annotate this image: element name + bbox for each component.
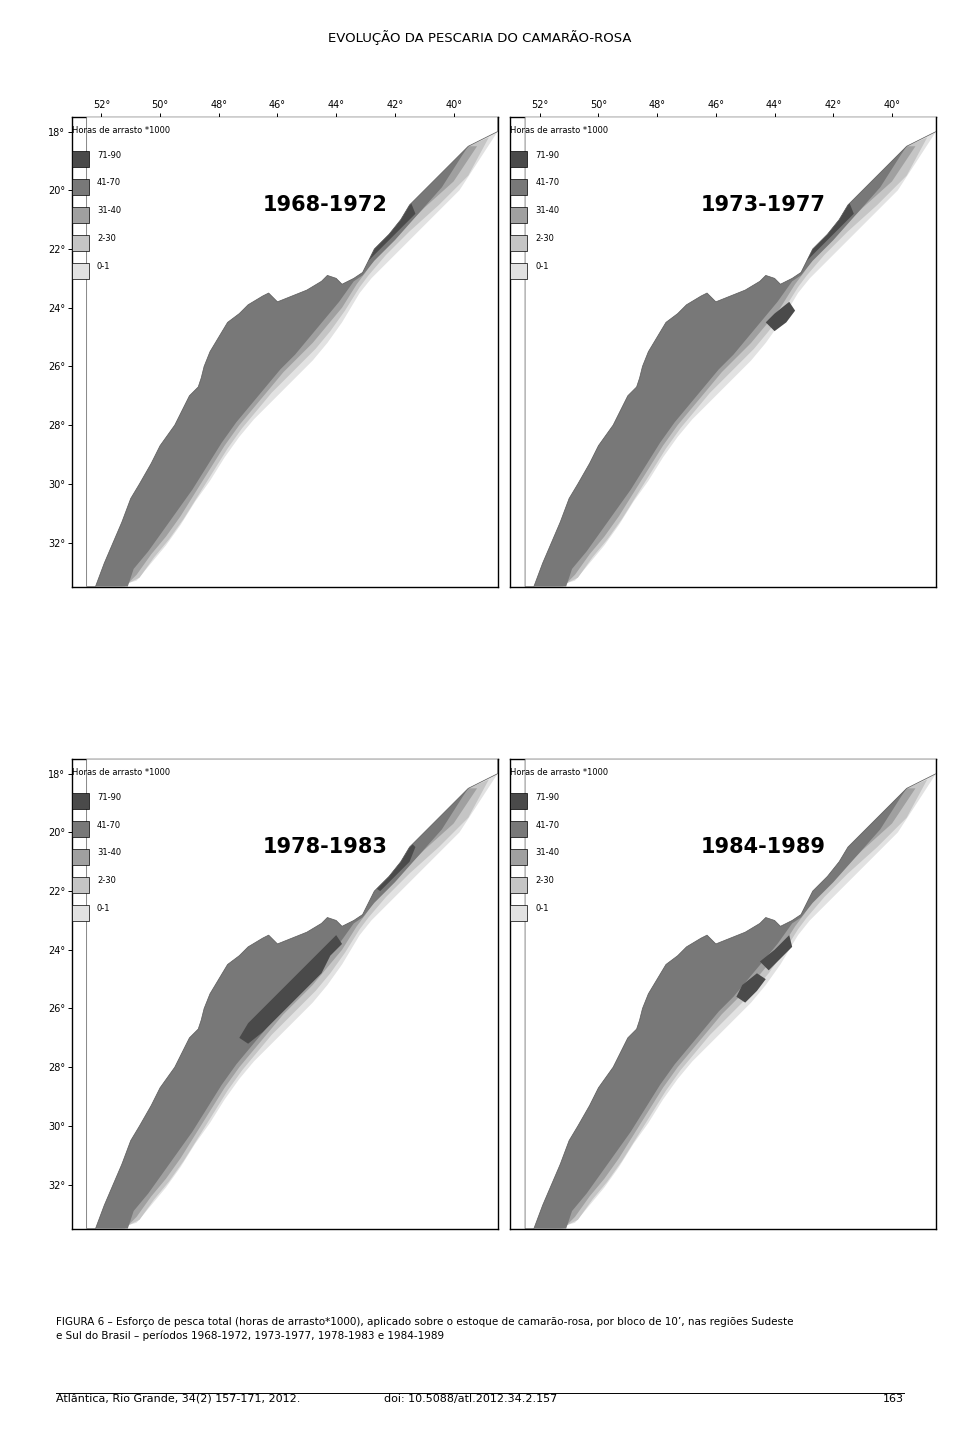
- Text: 71-90: 71-90: [536, 151, 560, 159]
- Polygon shape: [239, 935, 342, 1044]
- Bar: [511, 849, 527, 866]
- Text: 31-40: 31-40: [97, 849, 121, 857]
- Polygon shape: [372, 841, 416, 892]
- Polygon shape: [534, 774, 936, 1229]
- Polygon shape: [736, 974, 766, 1002]
- Polygon shape: [95, 146, 468, 586]
- Bar: [511, 793, 527, 810]
- Text: 0-1: 0-1: [536, 905, 549, 913]
- Text: 71-90: 71-90: [97, 151, 121, 159]
- Text: Horas de arrasto *1000: Horas de arrasto *1000: [511, 125, 609, 135]
- Bar: [72, 207, 89, 223]
- Text: Horas de arrasto *1000: Horas de arrasto *1000: [72, 768, 170, 777]
- Polygon shape: [95, 780, 489, 1229]
- Text: 1978-1983: 1978-1983: [263, 837, 388, 857]
- Bar: [511, 180, 527, 195]
- Bar: [511, 151, 527, 168]
- Polygon shape: [86, 760, 497, 1229]
- Text: Horas de arrasto *1000: Horas de arrasto *1000: [72, 125, 170, 135]
- Bar: [72, 793, 89, 810]
- Text: 0-1: 0-1: [97, 905, 110, 913]
- Bar: [511, 877, 527, 893]
- Polygon shape: [534, 788, 916, 1229]
- Text: 71-90: 71-90: [97, 793, 121, 801]
- Bar: [72, 849, 89, 866]
- Polygon shape: [95, 774, 497, 1229]
- Polygon shape: [534, 132, 936, 586]
- Text: 2-30: 2-30: [97, 234, 116, 243]
- Bar: [72, 180, 89, 195]
- Text: 2-30: 2-30: [536, 876, 554, 886]
- Text: 41-70: 41-70: [97, 820, 121, 830]
- Text: 0-1: 0-1: [536, 263, 549, 271]
- Text: 31-40: 31-40: [97, 207, 121, 215]
- Polygon shape: [525, 116, 936, 586]
- Polygon shape: [534, 138, 927, 586]
- Text: 41-70: 41-70: [97, 178, 121, 188]
- Text: 41-70: 41-70: [536, 178, 560, 188]
- Text: 163: 163: [883, 1394, 904, 1404]
- Bar: [72, 263, 89, 279]
- Polygon shape: [760, 935, 792, 971]
- Polygon shape: [95, 132, 497, 586]
- Bar: [72, 821, 89, 837]
- Text: doi: 10.5088/atl.2012.34.2.157: doi: 10.5088/atl.2012.34.2.157: [384, 1394, 557, 1404]
- Polygon shape: [95, 146, 477, 586]
- Polygon shape: [95, 788, 468, 1229]
- Text: 2-30: 2-30: [536, 234, 554, 243]
- Text: EVOLUÇÃO DA PESCARIA DO CAMARÃO-ROSA: EVOLUÇÃO DA PESCARIA DO CAMARÃO-ROSA: [328, 30, 632, 45]
- Bar: [72, 905, 89, 920]
- Polygon shape: [360, 200, 416, 264]
- Text: 31-40: 31-40: [536, 207, 560, 215]
- Polygon shape: [766, 302, 795, 332]
- Text: 1984-1989: 1984-1989: [701, 837, 827, 857]
- Text: 41-70: 41-70: [536, 820, 560, 830]
- Text: FIGURA 6 – Esforço de pesca total (horas de arrasto*1000), aplicado sobre o esto: FIGURA 6 – Esforço de pesca total (horas…: [56, 1317, 793, 1327]
- Bar: [511, 207, 527, 223]
- Polygon shape: [534, 146, 906, 586]
- Bar: [72, 151, 89, 168]
- Polygon shape: [534, 780, 927, 1229]
- Text: 2-30: 2-30: [97, 876, 116, 886]
- Text: Horas de arrasto *1000: Horas de arrasto *1000: [511, 768, 609, 777]
- Text: e Sul do Brasil – períodos 1968-1972, 1973-1977, 1978-1983 e 1984-1989: e Sul do Brasil – períodos 1968-1972, 19…: [56, 1331, 444, 1341]
- Polygon shape: [86, 116, 497, 586]
- Polygon shape: [534, 788, 906, 1229]
- Polygon shape: [534, 146, 916, 586]
- Polygon shape: [95, 138, 489, 586]
- Text: 1968-1972: 1968-1972: [263, 195, 388, 215]
- Bar: [511, 236, 527, 251]
- Bar: [511, 905, 527, 920]
- Text: Atlântica, Rio Grande, 34(2) 157-171, 2012.: Atlântica, Rio Grande, 34(2) 157-171, 20…: [56, 1394, 300, 1404]
- Bar: [511, 821, 527, 837]
- Polygon shape: [95, 788, 477, 1229]
- Bar: [511, 263, 527, 279]
- Text: 31-40: 31-40: [536, 849, 560, 857]
- Text: 71-90: 71-90: [536, 793, 560, 801]
- Bar: [72, 236, 89, 251]
- Bar: [72, 877, 89, 893]
- Text: 0-1: 0-1: [97, 263, 110, 271]
- Polygon shape: [798, 200, 853, 264]
- Text: 1973-1977: 1973-1977: [701, 195, 826, 215]
- Polygon shape: [525, 760, 936, 1229]
